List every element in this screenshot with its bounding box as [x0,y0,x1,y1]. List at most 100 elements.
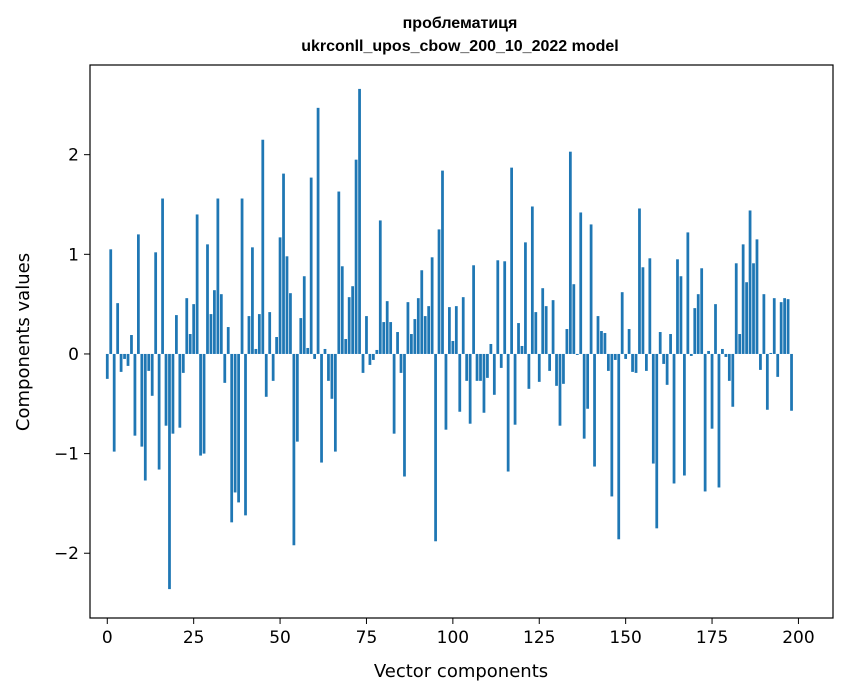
bar-component-0 [105,353,109,379]
bar-component-155 [641,267,645,354]
bar-component-13 [150,353,154,396]
bar-component-120 [520,345,524,354]
bar-component-154 [638,208,641,354]
bar-component-8 [133,353,137,436]
bar-component-98 [444,353,448,430]
bar-component-76 [368,353,372,365]
bar-component-164 [672,353,676,484]
bar-component-138 [582,353,586,439]
bar-component-179 [724,353,728,357]
bar-component-166 [679,276,683,354]
bar-component-127 [544,306,548,354]
bar-component-46 [264,353,268,397]
bar-component-22 [181,353,185,373]
bar-component-147 [613,353,617,360]
bar-component-80 [382,322,386,354]
bar-component-195 [779,302,783,354]
bar-component-159 [655,353,659,529]
x-tick-label: 125 [523,628,555,648]
bar-component-66 [333,353,337,452]
bar-component-104 [465,353,469,381]
bar-component-3 [116,303,120,354]
x-tick-label: 100 [437,628,469,648]
bar-component-91 [420,270,424,354]
bar-component-93 [427,306,431,354]
bar-component-78 [375,349,379,354]
bar-component-79 [378,220,382,354]
bar-component-193 [772,298,776,354]
bar-component-9 [136,234,140,354]
bar-component-43 [254,348,258,354]
bar-component-150 [624,353,628,359]
bar-component-39 [240,198,244,354]
bar-component-61 [316,107,320,354]
bar-component-100 [451,341,455,354]
bar-component-196 [783,298,787,354]
bar-component-69 [344,339,348,354]
x-tick-label: 0 [102,628,113,648]
bar-component-37 [233,353,237,493]
bar-component-41 [247,316,251,354]
bar-component-178 [721,348,724,354]
x-tick-label: 200 [782,628,814,648]
bar-component-81 [385,301,389,354]
bar-component-163 [669,334,672,354]
bar-component-45 [261,139,265,354]
bar-component-113 [496,260,500,354]
bar-component-143 [600,331,603,354]
bar-component-56 [299,318,303,354]
bar-component-55 [295,353,299,442]
bar-component-106 [472,265,475,354]
bar-component-186 [748,210,752,354]
bar-component-94 [430,257,434,354]
bar-component-57 [302,276,306,354]
bar-component-83 [392,353,396,434]
bar-component-115 [503,261,507,354]
bar-component-87 [406,302,410,354]
bar-component-139 [586,353,590,409]
bar-component-157 [648,258,652,354]
bar-component-16 [161,198,164,354]
bar-component-146 [610,353,614,497]
x-axis-label: Vector components [374,661,548,682]
bar-component-188 [755,239,759,354]
bar-component-119 [517,323,520,354]
bar-component-63 [323,348,327,354]
bar-component-172 [700,268,704,354]
bar-component-174 [707,350,710,354]
bar-component-183 [738,334,742,354]
bar-component-176 [714,304,717,354]
bar-component-26 [195,214,199,354]
bar-component-85 [399,353,403,373]
bar-component-59 [309,177,313,354]
bar-component-44 [257,314,261,354]
bar-component-148 [617,353,621,540]
bar-component-110 [486,353,489,378]
bar-component-17 [164,353,168,426]
y-tick-label: 2 [68,146,79,166]
bar-component-99 [448,307,451,354]
bar-component-42 [251,247,254,354]
bar-component-158 [651,353,655,464]
bar-component-50 [278,237,282,354]
bar-component-168 [686,232,690,354]
bar-component-35 [226,327,230,354]
y-tick-label: 1 [68,245,79,265]
bar-component-184 [741,244,745,354]
bar-component-112 [492,353,496,395]
bar-component-135 [572,284,576,354]
bar-component-198 [790,353,793,411]
bar-component-151 [627,329,631,354]
bar-component-2 [112,353,116,452]
bar-component-111 [489,343,493,354]
bar-component-84 [396,332,399,354]
bar-component-48 [271,353,275,381]
bar-component-125 [537,353,541,382]
bar-component-64 [327,353,330,381]
bar-component-105 [468,353,472,424]
bar-component-142 [596,316,600,354]
bar-component-95 [434,353,437,542]
bar-component-12 [147,353,151,371]
bar-component-74 [361,353,365,373]
